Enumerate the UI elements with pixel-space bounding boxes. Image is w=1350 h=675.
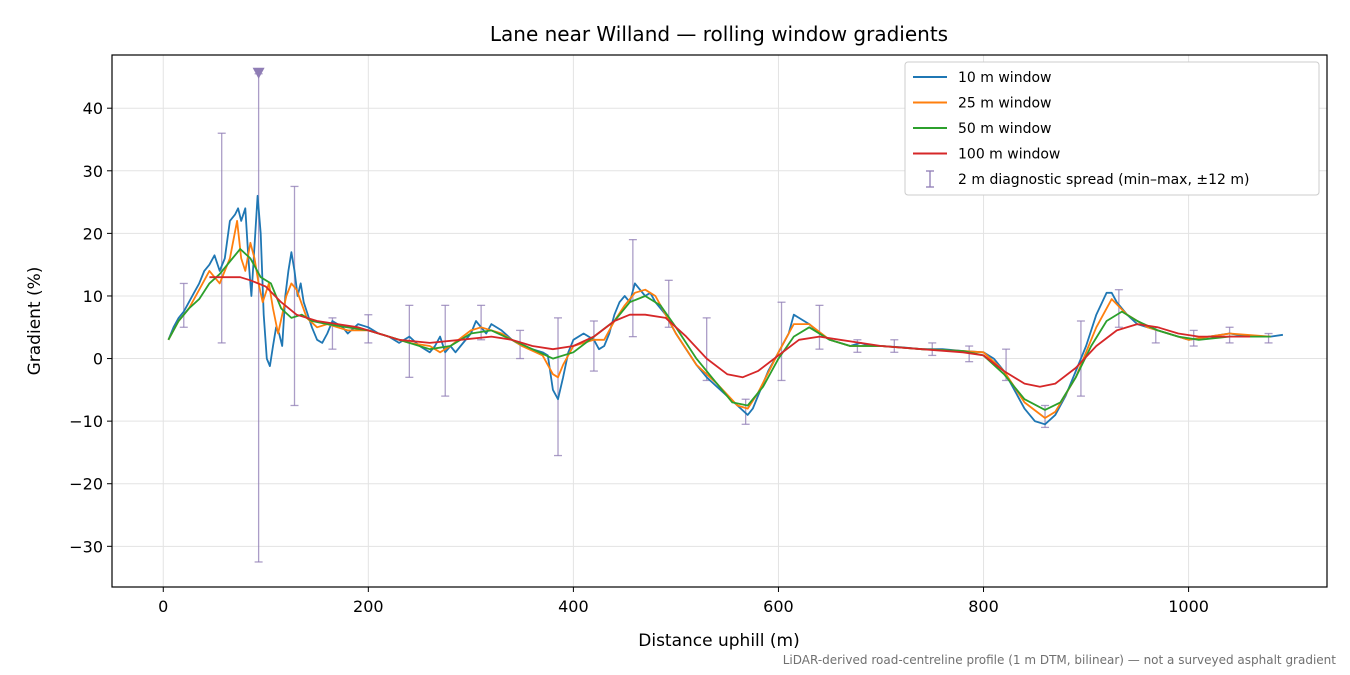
plot-area [167,67,1284,563]
x-tick-label: 400 [558,597,589,616]
legend-box [904,61,1320,196]
chart-title: Lane near Willand — rolling window gradi… [490,22,948,46]
x-tick-label: 1000 [1168,597,1209,616]
legend-label: 50 m window [958,121,1051,137]
y-tick-label: 40 [83,99,103,118]
errorbar [777,301,786,382]
series-line-1 [167,194,1284,426]
y-tick-label: −30 [69,537,103,556]
series-line-2 [167,220,1271,419]
plot-frame [111,54,1328,588]
x-tick-label: 200 [353,597,384,616]
x-axis-label: Distance uphill (m) [638,631,799,651]
errorbar [1225,326,1234,344]
errorbar [252,67,265,563]
errorbar [290,185,299,407]
errorbar [364,314,373,344]
x-tick-label: 0 [158,597,168,616]
errorbar [741,398,750,425]
x-tick-label: 800 [968,597,999,616]
y-axis-ticks: −30 −20 −10 0 10 20 30 40 [69,99,112,556]
errorbar [477,304,486,341]
errorbar-clip-marker [252,67,265,79]
y-tick-label: 30 [83,162,103,181]
legend: 10 m window 25 m window 50 m window 100 m w… [904,61,1320,196]
series-line-4 [209,276,1251,388]
y-tick-label: −20 [69,475,103,494]
errorbar [217,132,226,344]
errorbar [815,304,824,350]
legend-label: 100 m window [958,147,1060,163]
y-tick-label: 20 [83,224,103,243]
y-tick-label: 0 [93,350,103,369]
errorbar [179,282,188,328]
errorbar [554,317,563,457]
series-line-3 [167,248,1271,411]
x-axis-ticks: 0 200 400 600 800 1000 [158,587,1209,616]
legend-label: 2 m diagnostic spread (min–max, ±12 m) [958,172,1249,188]
y-axis-label: Gradient (%) [25,267,45,376]
y-tick-label: 10 [83,287,103,306]
errorbar [1114,289,1123,328]
y-tick-label: −10 [69,412,103,431]
errorbar [589,320,598,372]
legend-label: 10 m window [958,70,1051,86]
x-tick-label: 600 [763,597,794,616]
legend-label: 25 m window [958,96,1051,112]
footnote: LiDAR-derived road-centreline profile (1… [783,653,1337,667]
errorbar [1264,332,1273,344]
